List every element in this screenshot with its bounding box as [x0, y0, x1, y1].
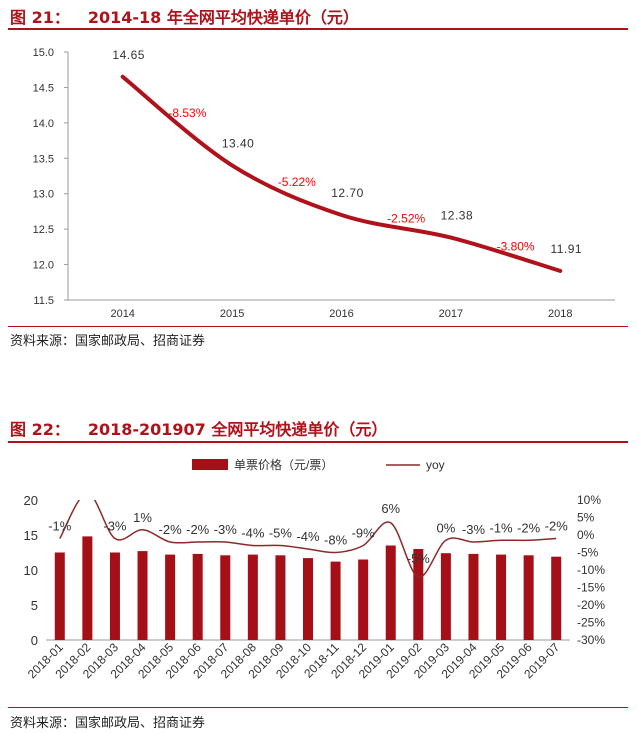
price-bar [220, 555, 231, 640]
value-label: 14.65 [112, 48, 145, 62]
value-label: 12.38 [441, 209, 474, 223]
y-tick-label: 14.0 [33, 118, 54, 130]
y-left-tick-label: 0 [31, 633, 38, 648]
yoy-label: -2.52% [387, 211, 425, 225]
x-tick-label: 2014 [110, 308, 134, 320]
price-bar [275, 555, 286, 640]
figure-21-top-rule [8, 28, 628, 30]
price-bar [468, 553, 479, 640]
figure-21-bottom-rule [8, 326, 628, 327]
yoy-label: -1% [48, 519, 72, 534]
price-bar [303, 558, 313, 640]
x-tick-label: 2017 [439, 308, 463, 320]
y-tick-label: 13.5 [33, 153, 54, 165]
price-bar [385, 545, 396, 640]
figure-22-top-rule [8, 441, 628, 443]
price-bar [54, 552, 65, 640]
figure-21-title: 图 21： 2014-18 年全网平均快递单价（元） [10, 4, 359, 28]
yoy-label: -8.53% [168, 106, 206, 120]
y-right-tick-label: -30% [577, 633, 605, 647]
y-right-tick-label: -20% [577, 598, 605, 612]
price-bar [165, 554, 176, 640]
price-bar [192, 553, 203, 640]
x-tick-label: 2015 [220, 308, 244, 320]
price-line [120, 74, 563, 273]
y-right-tick-label: -25% [577, 616, 605, 630]
y-tick-label: 15.0 [33, 47, 54, 59]
yoy-label: 0% [436, 520, 455, 535]
price-bar [82, 536, 93, 640]
figure-22-bottom-rule [8, 707, 628, 708]
y-right-tick-label: -5% [577, 546, 599, 560]
y-left-tick-label: 20 [24, 493, 38, 508]
yoy-label: -9% [352, 526, 376, 541]
yoy-label: -2% [159, 522, 183, 537]
price-bar [247, 554, 258, 640]
value-label: 13.40 [222, 136, 255, 150]
yoy-label: -2% [186, 522, 210, 537]
yoy-label: -4% [296, 529, 320, 544]
chart-21: 11.5 12.0 12.5 13.0 13.5 14.0 14.5 15.0 2014 2015… [33, 47, 615, 320]
yoy-label: 6% [381, 501, 400, 516]
yoy-label: -8% [324, 533, 348, 548]
figure-21-title-text: 2014-18 年全网平均快递单价（元） [87, 8, 359, 27]
figure-22-number: 图 22： [10, 420, 70, 439]
price-bar [109, 552, 120, 640]
legend-line-label: yoy [426, 458, 445, 472]
yoy-label: -2% [545, 519, 569, 534]
figure-22-title: 图 22： 2018-201907 全网平均快递单价（元） [10, 416, 387, 440]
figure-21-number: 图 21： [10, 8, 70, 27]
figure-21-source: 资料来源：国家邮政局、招商证券 [10, 334, 206, 349]
yoy-label: -1% [489, 520, 513, 535]
price-bar [137, 551, 148, 640]
y-left-tick-label: 15 [24, 528, 38, 543]
legend: 单票价格（元/票） yoy [192, 457, 445, 472]
figure-22-source: 资料来源：国家邮政局、招商证券 [10, 716, 206, 731]
legend-bar-label: 单票价格（元/票） [234, 457, 333, 472]
price-bar [523, 555, 534, 640]
value-label: 11.91 [550, 242, 582, 256]
yoy-label: -5% [407, 551, 431, 566]
price-bar [413, 549, 424, 640]
figure-22-title-text: 2018-201907 全网平均快递单价（元） [87, 420, 388, 439]
yoy-label: -5% [269, 526, 293, 541]
y-tick-label: 14.5 [33, 82, 54, 94]
yoy-line [59, 500, 557, 578]
y-right-tick-label: 5% [577, 511, 595, 525]
y-tick-label: 13.0 [33, 189, 54, 201]
x-tick-label: 2016 [329, 308, 353, 320]
y-tick-label: 11.5 [33, 295, 54, 307]
y-right-tick-label: -15% [577, 581, 605, 595]
y-tick-label: 12.5 [33, 224, 54, 236]
y-right-tick-label: -10% [577, 563, 605, 577]
y-right-tick-label: 10% [577, 493, 601, 507]
yoy-label: -3% [103, 519, 127, 534]
y-right-tick-label: 0% [577, 528, 595, 542]
price-bar [496, 554, 507, 640]
price-bar [358, 559, 369, 640]
y-tick-label: 12.0 [33, 260, 54, 272]
yoy-label: -5.22% [278, 175, 316, 189]
x-tick-label: 2018 [548, 308, 572, 320]
value-label: 12.70 [331, 186, 364, 200]
y-left-tick-label: 10 [24, 563, 38, 578]
yoy-label: -3% [214, 522, 238, 537]
yoy-label: -3.80% [497, 239, 535, 253]
yoy-label: -2% [517, 520, 541, 535]
legend-bar-swatch [192, 459, 228, 470]
price-bar [551, 556, 562, 640]
yoy-label: -3% [462, 522, 486, 537]
y-left-tick-label: 5 [31, 598, 38, 613]
yoy-label: -4% [241, 526, 265, 541]
price-bar [330, 561, 341, 640]
yoy-label: 1% [133, 510, 152, 525]
price-bar [440, 553, 451, 640]
